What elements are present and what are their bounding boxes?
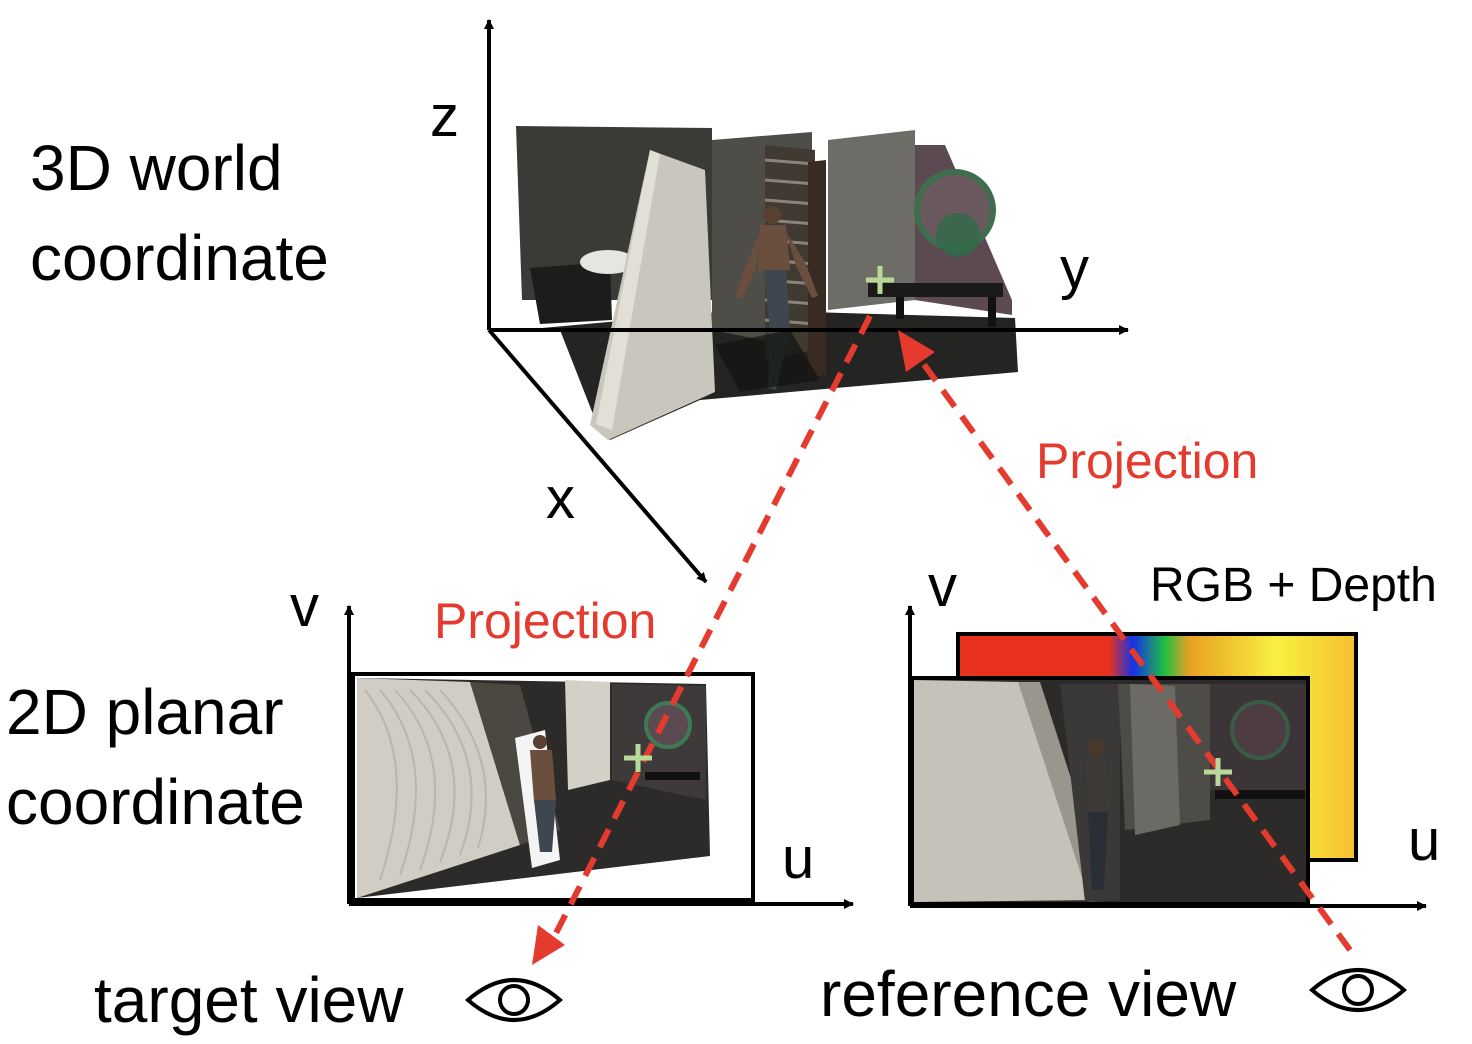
projection-ray-reference: [909, 346, 1353, 952]
world-axes: [484, 19, 1129, 584]
reference-view-label: reference view: [820, 958, 1237, 1030]
eye-icon: [1308, 968, 1408, 1012]
target-view-axes: [344, 605, 854, 909]
target-point-marker: [624, 744, 652, 772]
y-axis-label: y: [1060, 236, 1089, 301]
marker-points: [624, 266, 1232, 786]
scene-3d-render: [516, 126, 1018, 440]
x-axis-label: x: [546, 466, 575, 531]
reference-u-axis-label: u: [1408, 808, 1441, 873]
target-v-axis-label: v: [290, 574, 319, 639]
reference-point-marker: [1204, 758, 1232, 786]
target-u-axis-label: u: [782, 826, 815, 891]
target-view-label: target view: [94, 964, 404, 1036]
projection-ray-target: [547, 314, 873, 947]
projection-rays: [547, 314, 1353, 952]
x-axis: [487, 328, 708, 584]
rgb-depth-label: RGB + Depth: [1150, 559, 1437, 612]
reference-v-axis-label: v: [928, 554, 957, 619]
reference-view-image: [910, 676, 1310, 906]
reference-ray-arrowhead: [898, 330, 935, 372]
planar-coordinate-label-line1: 2D planar: [6, 676, 284, 748]
world-point-marker: [866, 266, 894, 294]
z-axis-label: z: [430, 84, 459, 149]
reference-view-axes: [905, 605, 1427, 911]
target-view-image: [351, 672, 755, 902]
world-coordinate-label-line2: coordinate: [30, 222, 329, 294]
world-coordinate-label-line1: 3D world: [30, 132, 283, 204]
projection-label-left: Projection: [434, 593, 657, 649]
target-ray-arrowhead: [532, 925, 565, 965]
projection-label-top: Projection: [1036, 433, 1259, 489]
eye-icon: [464, 978, 564, 1022]
planar-coordinate-label-line2: coordinate: [6, 766, 305, 838]
